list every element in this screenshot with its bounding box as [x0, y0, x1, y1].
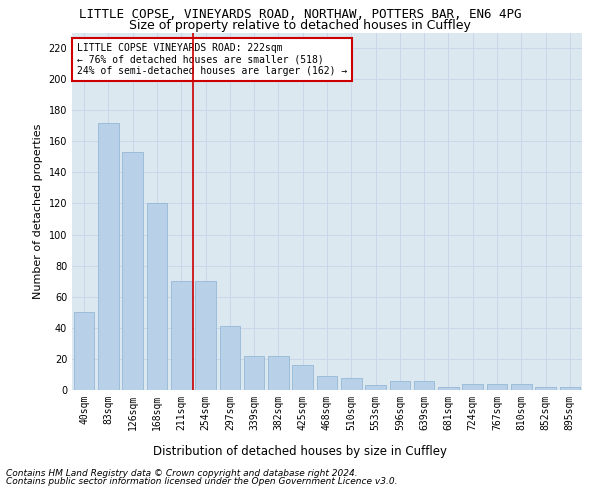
Text: Distribution of detached houses by size in Cuffley: Distribution of detached houses by size … [153, 444, 447, 458]
Bar [98, 122, 119, 390]
Bar [171, 281, 191, 390]
Text: Size of property relative to detached houses in Cuffley: Size of property relative to detached ho… [129, 18, 471, 32]
Text: Contains public sector information licensed under the Open Government Licence v3: Contains public sector information licen… [6, 477, 398, 486]
Bar [341, 378, 362, 390]
Bar [122, 152, 143, 390]
Bar [365, 386, 386, 390]
Bar [268, 356, 289, 390]
Bar [195, 281, 216, 390]
Bar [487, 384, 508, 390]
Bar [511, 384, 532, 390]
Text: LITTLE COPSE, VINEYARDS ROAD, NORTHAW, POTTERS BAR, EN6 4PG: LITTLE COPSE, VINEYARDS ROAD, NORTHAW, P… [79, 8, 521, 20]
Bar [438, 387, 459, 390]
Bar [244, 356, 265, 390]
Bar [292, 365, 313, 390]
Bar [220, 326, 240, 390]
Text: Contains HM Land Registry data © Crown copyright and database right 2024.: Contains HM Land Registry data © Crown c… [6, 468, 358, 477]
Bar [74, 312, 94, 390]
Y-axis label: Number of detached properties: Number of detached properties [33, 124, 43, 299]
Bar [414, 380, 434, 390]
Bar [463, 384, 483, 390]
Bar [535, 387, 556, 390]
Text: LITTLE COPSE VINEYARDS ROAD: 222sqm
← 76% of detached houses are smaller (518)
2: LITTLE COPSE VINEYARDS ROAD: 222sqm ← 76… [77, 43, 347, 76]
Bar [389, 380, 410, 390]
Bar [560, 387, 580, 390]
Bar [146, 204, 167, 390]
Bar [317, 376, 337, 390]
